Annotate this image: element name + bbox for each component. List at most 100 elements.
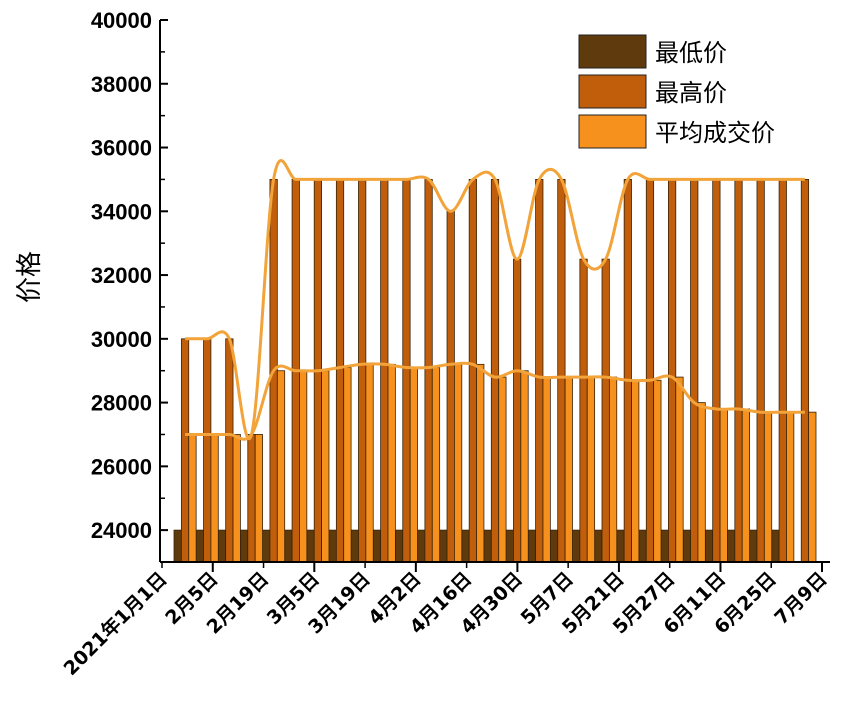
bar-avg-3 [254,434,263,563]
bar-avg-10 [409,367,418,563]
bar-high-23 [690,179,699,563]
bar-low-7 [328,529,337,563]
bar-avg-14 [498,376,507,563]
legend-swatch-avg [578,114,647,149]
bar-avg-24 [719,408,728,563]
bar-high-25 [734,179,743,563]
bar-high-14 [490,179,500,563]
y-tick-labels: 24000 26000 28000 30000 32000 34000 36000 38000… [91,8,152,543]
y-tick-label-4: 32000 [91,263,152,288]
y-tick-label-5: 34000 [91,199,152,224]
bar-high-10 [402,179,411,563]
bar-low-0 [173,529,182,563]
bar-low-19 [594,529,603,563]
legend-swatch-low [578,34,647,69]
axes-group [159,19,830,572]
bar-high-13 [468,179,477,563]
bar-low-16 [527,529,536,563]
bar-high-8 [358,179,367,563]
bar-high-20 [623,179,632,563]
bar-high-21 [645,179,655,563]
bar-low-25 [727,529,736,563]
bar-high-0 [180,338,190,563]
legend-swatch-high [578,74,647,109]
bar-low-4 [262,529,271,563]
bar-high-3 [247,434,256,563]
bar-low-13 [461,529,470,563]
bar-avg-16 [542,376,551,563]
bar-avg-4 [276,370,286,563]
bar-low-9 [372,529,382,563]
bar-high-11 [424,179,433,563]
legend-label-low: 最低价 [655,39,727,67]
bar-avg-5 [299,370,308,563]
legend: 最低价 最高价 平均成交价 [578,34,775,149]
legend-label-high: 最高价 [655,79,727,107]
bar-low-15 [505,529,514,563]
bar-avg-27 [786,411,795,563]
bar-avg-18 [586,376,596,563]
y-tick-label-2: 28000 [91,391,152,416]
bar-low-22 [660,529,669,563]
bar-low-26 [749,529,758,563]
x-tick-label-0: 2021年1月1日 [59,567,172,680]
x-tick-label-13: 7月9日 [770,568,831,629]
bar-low-5 [284,529,293,563]
y-tick-label-0: 24000 [91,518,152,543]
y-tick-label-8: 40000 [91,8,152,33]
bar-high-16 [535,179,544,563]
bar-avg-25 [741,408,750,563]
bar-low-6 [306,529,315,563]
bar-avg-17 [564,376,573,563]
legend-label-avg: 平均成交价 [655,119,775,147]
bar-avg-11 [431,367,441,563]
bar-high-12 [446,210,455,563]
y-tick-label-1: 26000 [91,454,152,479]
bar-high-9 [380,179,389,563]
bar-high-22 [668,179,677,563]
bar-avg-20 [631,379,640,563]
y-tick-label-6: 36000 [91,136,152,161]
x-tick-labels: 2021年1月1日2月5日2月19日3月5日3月19日4月2日4月16日4月30… [59,567,832,680]
high-price-curve [185,159,805,440]
bar-high-2 [225,338,234,563]
y-tick-label-7: 38000 [91,72,152,97]
bar-low-17 [549,529,559,563]
bar-low-24 [704,529,714,563]
bar-avg-19 [608,376,618,563]
bar-high-15 [513,258,522,563]
bar-low-1 [195,529,204,563]
bar-high-7 [335,179,345,563]
bar-high-17 [557,179,566,563]
bar-low-14 [483,529,492,563]
bar-low-21 [638,529,647,563]
bar-avg-21 [653,379,662,563]
bar-low-18 [572,529,581,563]
bar-avg-6 [321,370,330,563]
bar-avg-13 [476,363,485,563]
average-price-curve [185,361,805,441]
bar-avg-7 [343,367,352,563]
bar-avg-9 [387,363,396,563]
bar-avg-0 [188,434,197,563]
bar-low-27 [771,529,780,563]
bar-avg-1 [210,434,219,563]
bar-avg-22 [675,376,684,563]
bar-avg-26 [763,411,773,563]
bar-high-19 [601,258,610,563]
bar-high-26 [756,179,765,563]
bar-low-11 [417,529,426,563]
y-tick-label-3: 30000 [91,327,152,352]
bar-avg-28 [808,411,817,563]
bar-low-8 [350,529,359,563]
bar-avg-2 [232,434,241,563]
bar-low-23 [682,529,691,563]
bar-high-24 [712,179,721,563]
bar-avg-12 [454,363,463,563]
bar-low-12 [439,529,448,563]
bar-high-28 [800,179,810,563]
y-axis-label: 价格 [15,251,45,303]
bar-avg-15 [520,370,529,563]
bars-group [173,179,817,563]
